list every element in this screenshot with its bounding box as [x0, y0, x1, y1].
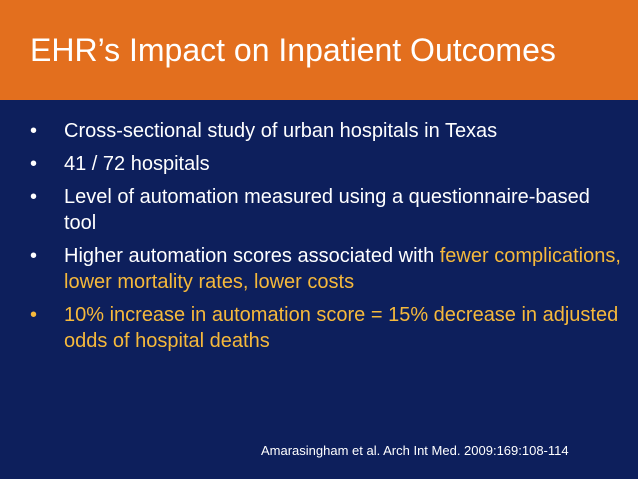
- bullet-dot-icon: •: [30, 186, 38, 208]
- bullet-list: • Cross-sectional study of urban hospita…: [24, 118, 624, 361]
- bullet-highlight-text: fewer complications, lower mortality rat…: [64, 245, 621, 293]
- bullet-text: 10% increase in automation score = 15% d…: [64, 304, 619, 352]
- bullet-item: • Cross-sectional study of urban hospita…: [24, 118, 624, 144]
- title-bar: EHR’s Impact on Inpatient Outcomes: [0, 0, 638, 100]
- slide-title: EHR’s Impact on Inpatient Outcomes: [30, 32, 556, 68]
- bullet-text: 41 / 72 hospitals: [64, 153, 210, 175]
- bullet-dot-icon: •: [30, 120, 38, 142]
- bullet-dot-icon: •: [30, 245, 38, 267]
- bullet-text: Cross-sectional study of urban hospitals…: [64, 120, 498, 142]
- bullet-item: • Level of automation measured using a q…: [24, 184, 624, 236]
- bullet-item: • 41 / 72 hospitals: [24, 151, 624, 177]
- bullet-item-highlight: • 10% increase in automation score = 15%…: [24, 302, 624, 354]
- citation: Amarasingham et al. Arch Int Med. 2009:1…: [261, 443, 569, 458]
- bullet-dot-icon: •: [30, 153, 38, 175]
- bullet-item: • Higher automation scores associated wi…: [24, 243, 624, 295]
- bullet-text: Higher automation scores associated with: [64, 245, 440, 267]
- bullet-text: Level of automation measured using a que…: [64, 186, 590, 234]
- bullet-dot-icon: •: [30, 304, 38, 326]
